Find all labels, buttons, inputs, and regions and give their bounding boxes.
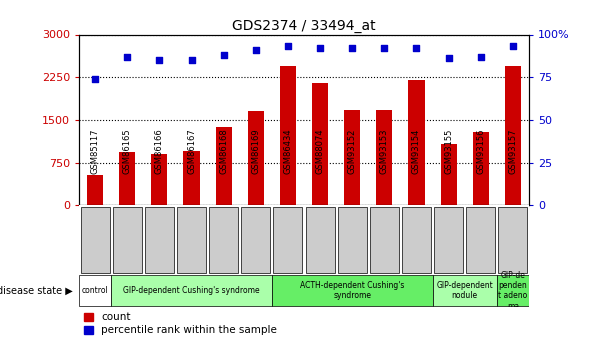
Text: GSM86167: GSM86167 — [187, 128, 196, 174]
FancyBboxPatch shape — [499, 207, 527, 273]
FancyBboxPatch shape — [497, 275, 529, 306]
Point — [154, 57, 164, 63]
Point — [508, 44, 518, 49]
Bar — [87, 175, 103, 205]
Point — [315, 46, 325, 51]
FancyBboxPatch shape — [432, 275, 497, 306]
Point — [283, 44, 293, 49]
FancyBboxPatch shape — [434, 207, 463, 273]
Bar — [505, 66, 521, 205]
Text: GSM86434: GSM86434 — [283, 129, 292, 174]
Point — [347, 46, 357, 51]
FancyBboxPatch shape — [113, 207, 142, 273]
Text: GSM86166: GSM86166 — [155, 128, 164, 174]
Text: GSM85117: GSM85117 — [91, 129, 100, 174]
Text: GIP-dependent Cushing's syndrome: GIP-dependent Cushing's syndrome — [123, 286, 260, 295]
Point — [444, 56, 454, 61]
FancyBboxPatch shape — [241, 207, 270, 273]
FancyBboxPatch shape — [111, 275, 272, 306]
FancyBboxPatch shape — [209, 207, 238, 273]
FancyBboxPatch shape — [274, 207, 302, 273]
Point — [187, 57, 196, 63]
Title: GDS2374 / 33494_at: GDS2374 / 33494_at — [232, 19, 376, 33]
Bar — [473, 132, 489, 205]
Text: GSM86165: GSM86165 — [123, 129, 132, 174]
Bar — [119, 152, 135, 205]
Bar — [216, 127, 232, 205]
Point — [90, 76, 100, 82]
Bar — [344, 110, 360, 205]
Point — [219, 52, 229, 58]
Bar — [441, 144, 457, 205]
FancyBboxPatch shape — [79, 275, 111, 306]
Text: GSM93152: GSM93152 — [348, 129, 357, 174]
Point — [251, 47, 261, 53]
Text: control: control — [81, 286, 108, 295]
Legend: count, percentile rank within the sample: count, percentile rank within the sample — [85, 312, 277, 335]
FancyBboxPatch shape — [272, 275, 432, 306]
Text: GIP-dependent
nodule: GIP-dependent nodule — [437, 281, 493, 300]
FancyBboxPatch shape — [145, 207, 174, 273]
Bar — [184, 151, 199, 205]
FancyBboxPatch shape — [306, 207, 334, 273]
Bar — [248, 111, 264, 205]
Text: GSM86168: GSM86168 — [219, 128, 228, 174]
Text: GSM86169: GSM86169 — [251, 129, 260, 174]
Text: GSM93154: GSM93154 — [412, 129, 421, 174]
Text: disease state ▶: disease state ▶ — [0, 286, 73, 296]
FancyBboxPatch shape — [337, 207, 367, 273]
Text: GIP-de
penden
t adeno
ma: GIP-de penden t adeno ma — [499, 270, 528, 311]
Bar — [151, 154, 167, 205]
FancyBboxPatch shape — [370, 207, 399, 273]
Text: ACTH-dependent Cushing's
syndrome: ACTH-dependent Cushing's syndrome — [300, 281, 404, 300]
FancyBboxPatch shape — [402, 207, 431, 273]
Point — [476, 54, 486, 59]
FancyBboxPatch shape — [177, 207, 206, 273]
Point — [379, 46, 389, 51]
Text: GSM93157: GSM93157 — [508, 129, 517, 174]
FancyBboxPatch shape — [466, 207, 495, 273]
Text: GSM93155: GSM93155 — [444, 129, 453, 174]
FancyBboxPatch shape — [81, 207, 109, 273]
Bar — [312, 83, 328, 205]
Bar — [376, 110, 392, 205]
Bar — [280, 66, 296, 205]
Text: GSM93156: GSM93156 — [476, 129, 485, 174]
Text: GSM93153: GSM93153 — [380, 129, 389, 174]
Point — [122, 54, 132, 59]
Text: GSM88074: GSM88074 — [316, 129, 325, 174]
Bar — [409, 80, 424, 205]
Point — [412, 46, 421, 51]
